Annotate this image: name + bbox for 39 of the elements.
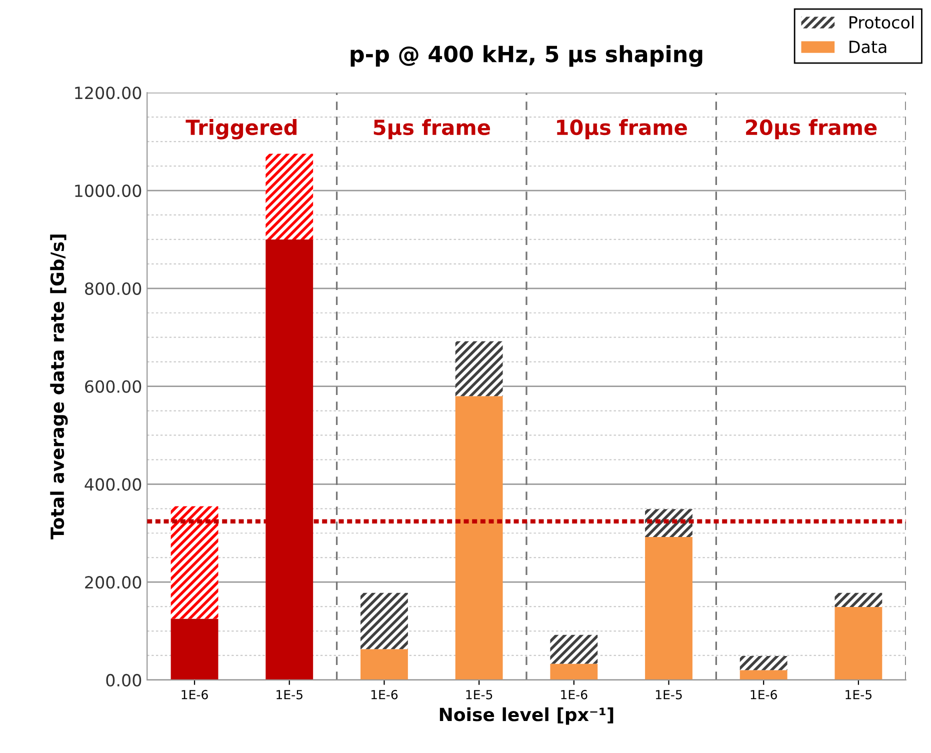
y-axis-title: Total average data rate [Gb/s] (50, 234, 68, 540)
bar (550, 634, 598, 664)
annotation: 10µs frame (557, 119, 687, 140)
bar (170, 506, 218, 619)
x-tick-label: 1E-6 (750, 690, 777, 700)
x-tick-label: 1E-6 (371, 690, 398, 700)
bar (834, 607, 882, 680)
bar (740, 656, 788, 670)
y-tick-label: 1200.00 (75, 86, 142, 100)
annotation: Triggered (186, 119, 296, 140)
legend-label: Protocol (850, 16, 914, 29)
y-tick-label: 400.00 (84, 478, 142, 491)
bar (834, 592, 882, 608)
bar (360, 649, 408, 680)
annotation: 20µs frame (746, 119, 877, 140)
y-tick-label: 1000.00 (75, 184, 142, 198)
bar (740, 670, 788, 680)
bar (645, 537, 692, 680)
y-tick-label: 200.00 (85, 576, 142, 589)
x-tick-label: 1E-5 (846, 690, 872, 700)
x-tick-label: 1E-5 (466, 690, 492, 700)
x-tick-label: 1E-5 (276, 690, 302, 700)
y-tick-label: 0.00 (106, 674, 142, 687)
y-tick-label: 600.00 (85, 380, 142, 393)
chart-title: p-p @ 400 kHz, 5 µs shaping (350, 45, 702, 67)
x-tick-label: 1E-5 (656, 690, 682, 700)
x-axis-title: Noise level [px⁻¹] (440, 707, 614, 725)
y-tick-label: 800.00 (85, 282, 142, 295)
annotation: 5µs frame (374, 119, 490, 140)
legend-label: Data (850, 40, 886, 54)
bar (455, 396, 503, 680)
bar (645, 509, 692, 538)
x-tick-label: 1E-6 (561, 690, 588, 700)
bar (266, 154, 314, 240)
bar (455, 341, 503, 396)
bar (360, 592, 408, 650)
bar (170, 618, 218, 680)
x-tick-label: 1E-6 (182, 690, 208, 700)
bar (550, 664, 598, 680)
